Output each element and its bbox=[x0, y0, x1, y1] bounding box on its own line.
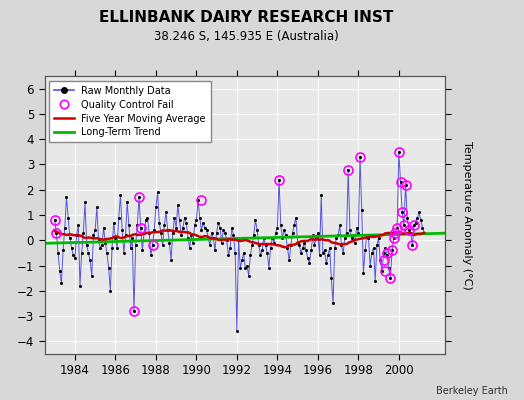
Legend: Raw Monthly Data, Quality Control Fail, Five Year Moving Average, Long-Term Tren: Raw Monthly Data, Quality Control Fail, … bbox=[49, 81, 211, 142]
Text: 38.246 S, 145.935 E (Australia): 38.246 S, 145.935 E (Australia) bbox=[154, 30, 339, 43]
Y-axis label: Temperature Anomaly (°C): Temperature Anomaly (°C) bbox=[463, 141, 473, 289]
Text: Berkeley Earth: Berkeley Earth bbox=[436, 386, 508, 396]
Text: ELLINBANK DAIRY RESEARCH INST: ELLINBANK DAIRY RESEARCH INST bbox=[99, 10, 394, 25]
